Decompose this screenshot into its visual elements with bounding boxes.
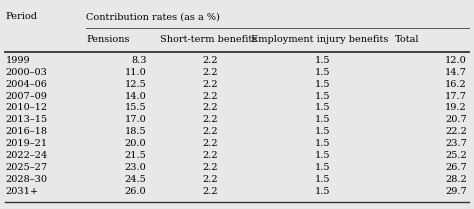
Text: 1.5: 1.5 [314,175,330,184]
Text: 17.0: 17.0 [125,115,146,124]
Text: 16.2: 16.2 [445,80,467,89]
Text: Contribution rates (as a %): Contribution rates (as a %) [86,12,220,21]
Text: 15.5: 15.5 [125,103,146,112]
Text: 23.0: 23.0 [125,163,146,172]
Text: 28.2: 28.2 [445,175,467,184]
Text: 26.7: 26.7 [445,163,467,172]
Text: 24.5: 24.5 [125,175,146,184]
Text: Total: Total [395,35,419,44]
Text: 2000–03: 2000–03 [6,68,47,77]
Text: 18.5: 18.5 [125,127,146,136]
Text: 2007–09: 2007–09 [6,92,47,101]
Text: 2025–27: 2025–27 [6,163,48,172]
Text: 2028–30: 2028–30 [6,175,48,184]
Text: 2.2: 2.2 [203,139,219,148]
Text: 23.7: 23.7 [445,139,467,148]
Text: Pensions: Pensions [86,35,129,44]
Text: 2.2: 2.2 [203,163,219,172]
Text: 1.5: 1.5 [314,127,330,136]
Text: 1.5: 1.5 [314,187,330,196]
Text: 2004–06: 2004–06 [6,80,47,89]
Text: 1.5: 1.5 [314,163,330,172]
Text: 26.0: 26.0 [125,187,146,196]
Text: 1.5: 1.5 [314,115,330,124]
Text: 1.5: 1.5 [314,139,330,148]
Text: 21.5: 21.5 [125,151,146,160]
Text: 2016–18: 2016–18 [6,127,48,136]
Text: 1.5: 1.5 [314,80,330,89]
Text: 2013–15: 2013–15 [6,115,48,124]
Text: 12.0: 12.0 [445,56,467,65]
Text: 1.5: 1.5 [314,92,330,101]
Text: 12.5: 12.5 [125,80,146,89]
Text: 19.2: 19.2 [445,103,467,112]
Text: 2022–24: 2022–24 [6,151,48,160]
Text: 2.2: 2.2 [203,175,219,184]
Text: 2010–12: 2010–12 [6,103,48,112]
Text: 1.5: 1.5 [314,103,330,112]
Text: 25.2: 25.2 [445,151,467,160]
Text: 2.2: 2.2 [203,151,219,160]
Text: 2.2: 2.2 [203,56,219,65]
Text: Period: Period [6,12,37,21]
Text: 1.5: 1.5 [314,151,330,160]
Text: 17.7: 17.7 [445,92,467,101]
Text: 1.5: 1.5 [314,68,330,77]
Text: 2.2: 2.2 [203,187,219,196]
Text: 2.2: 2.2 [203,115,219,124]
Text: 22.2: 22.2 [445,127,467,136]
Text: 2.2: 2.2 [203,92,219,101]
Text: 14.7: 14.7 [445,68,467,77]
Text: 2019–21: 2019–21 [6,139,48,148]
Text: 20.7: 20.7 [445,115,467,124]
Text: Short-term benefits: Short-term benefits [160,35,257,44]
Text: 14.0: 14.0 [125,92,146,101]
Text: 2031+: 2031+ [6,187,39,196]
Text: 2.2: 2.2 [203,127,219,136]
Text: 1.5: 1.5 [314,56,330,65]
Text: 20.0: 20.0 [125,139,146,148]
Text: 2.2: 2.2 [203,103,219,112]
Text: 1999: 1999 [6,56,30,65]
Text: 11.0: 11.0 [125,68,146,77]
Text: 8.3: 8.3 [131,56,146,65]
Text: 2.2: 2.2 [203,80,219,89]
Text: 2.2: 2.2 [203,68,219,77]
Text: Employment injury benefits: Employment injury benefits [251,35,388,44]
Text: 29.7: 29.7 [445,187,467,196]
